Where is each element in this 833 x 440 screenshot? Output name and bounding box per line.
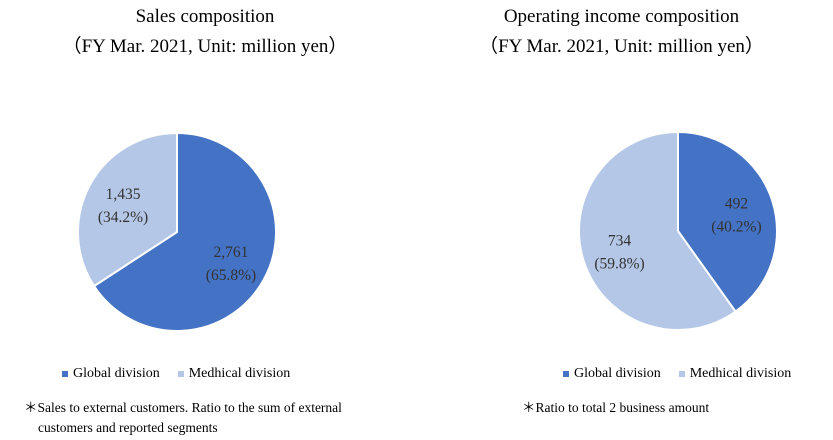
income-chart-panel: Operating income composition （FY Mar. 20… — [410, 0, 833, 440]
pie-slice-global — [92, 131, 277, 332]
slice-percent-label-medhical: (59.8%) — [594, 256, 644, 273]
sales-legend-item-global: Global division — [62, 366, 160, 382]
legend-swatch-global — [62, 371, 68, 377]
income-legend-item-global: Global division — [563, 366, 661, 382]
sales-chart-panel: Sales composition （FY Mar. 2021, Unit: m… — [0, 0, 410, 440]
pie-slice-medhical — [578, 130, 737, 331]
sales-legend: Global division Medhical division — [62, 366, 308, 382]
slice-percent-label-global: (65.8%) — [206, 267, 256, 284]
slice-value-label-global: 492 — [725, 195, 748, 212]
legend-swatch-medhical — [177, 371, 184, 377]
legend-swatch-global — [563, 371, 569, 377]
legend-label-medhical: Medhical division — [188, 366, 291, 381]
income-chart-subtitle: （FY Mar. 2021, Unit: million yen） — [479, 36, 764, 57]
slice-value-label-medhical: 734 — [608, 233, 632, 250]
slice-percent-label-medhical: (34.2%) — [98, 209, 148, 226]
legend-label-global: Global division — [73, 366, 160, 381]
income-chart-title: Operating income composition — [503, 6, 740, 27]
income-legend-item-medhical: Medhical division — [678, 366, 792, 382]
pie-slice-global — [677, 130, 778, 313]
pie-slice-medhical — [77, 131, 178, 288]
sales-legend-item-medhical: Medhical division — [177, 366, 291, 382]
sales-chart-title: Sales composition — [135, 6, 275, 27]
sales-footnote-line1: ＊Sales to external customers. Ratio to t… — [24, 400, 342, 415]
slice-value-label-global: 2,761 — [214, 244, 249, 261]
legend-label-medhical: Medhical division — [689, 366, 792, 381]
income-footnote: ＊Ratio to total 2 business amount — [522, 400, 710, 415]
slice-value-label-medhical: 1,435 — [106, 186, 141, 203]
legend-label-global: Global division — [574, 366, 661, 381]
legend-swatch-medhical — [678, 371, 685, 377]
sales-footnote-line2: customers and reported segments — [38, 420, 218, 435]
sales-pie-chart: 2,761 (65.8%) 1,435 (34.2%) — [77, 131, 277, 332]
income-legend: Global division Medhical division — [563, 366, 809, 382]
sales-chart-subtitle: （FY Mar. 2021, Unit: million yen） — [62, 36, 348, 57]
slice-percent-label-global: (40.2%) — [711, 218, 761, 235]
income-pie-chart: 492 (40.2%) 734 (59.8%) — [578, 130, 778, 331]
